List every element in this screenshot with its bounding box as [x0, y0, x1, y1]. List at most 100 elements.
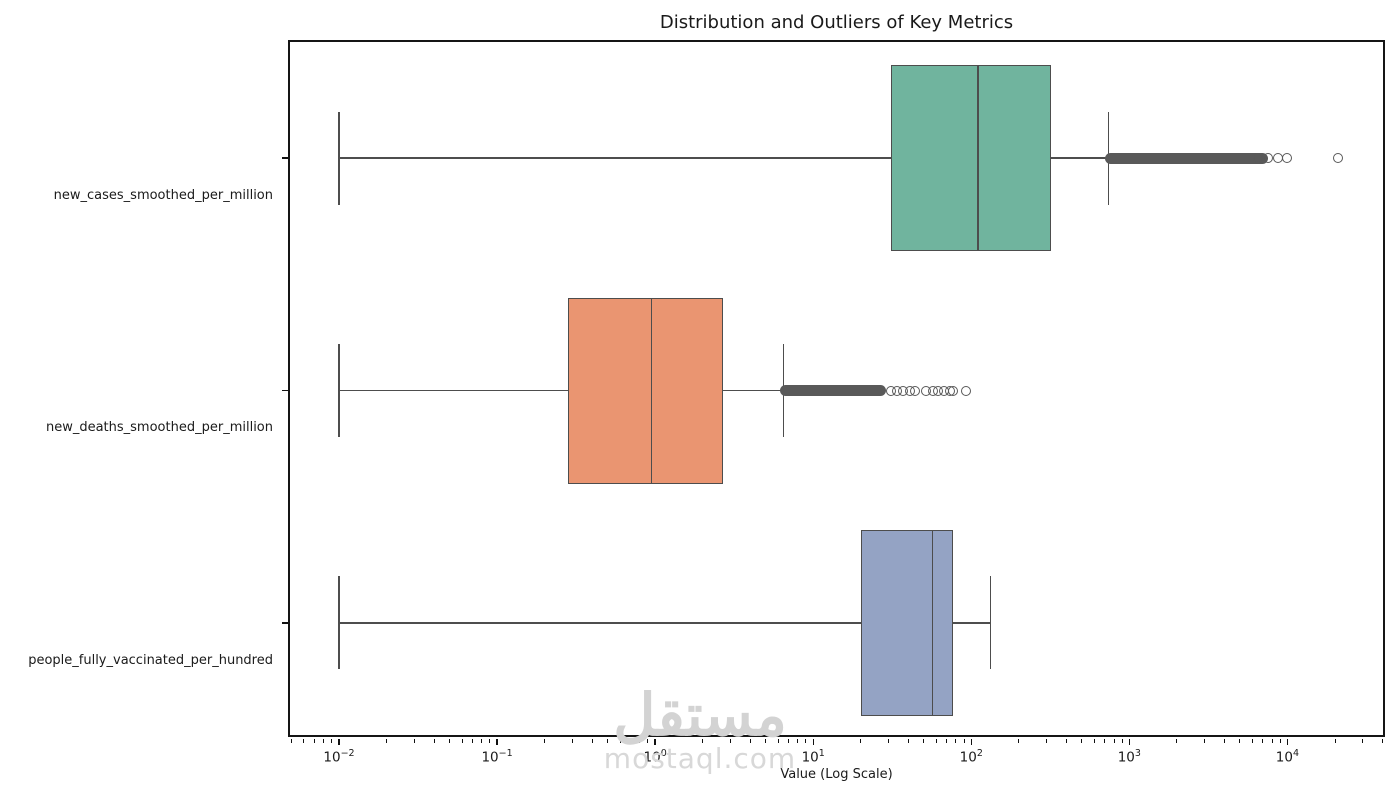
outlier-dense-band — [780, 385, 887, 396]
x-minor-tick — [923, 739, 925, 743]
whisker-line-high — [1051, 157, 1109, 159]
whisker-cap-high — [989, 576, 992, 670]
y-axis-labels: new_cases_smoothed_per_million new_death… — [0, 40, 280, 737]
x-minor-tick — [1224, 739, 1225, 743]
x-tick-label: 102 — [959, 748, 983, 766]
x-minor-tick — [1121, 739, 1123, 743]
x-minor-tick — [1279, 739, 1281, 743]
x-major-tick — [654, 739, 656, 745]
outlier-point — [948, 385, 959, 396]
outlier-point — [1272, 153, 1283, 164]
x-major-tick — [1128, 739, 1131, 745]
x-major-tick — [338, 739, 340, 745]
x-minor-tick — [1046, 739, 1048, 743]
outlier-point — [1282, 153, 1293, 164]
x-minor-tick — [489, 739, 491, 743]
outlier-point — [960, 385, 971, 396]
whisker-cap-low — [338, 344, 340, 437]
x-minor-tick — [290, 739, 292, 743]
x-minor-tick — [805, 739, 807, 743]
x-minor-tick — [647, 739, 649, 743]
x-minor-tick — [797, 739, 799, 743]
x-minor-tick — [591, 739, 593, 743]
x-minor-tick — [888, 739, 890, 743]
x-tick-label: 10−1 — [481, 748, 513, 766]
x-minor-tick — [860, 739, 862, 743]
median-line — [977, 65, 979, 252]
x-minor-tick — [1113, 739, 1115, 743]
x-axis-label: Value (Log Scale) — [780, 767, 893, 782]
x-minor-tick — [1382, 739, 1384, 743]
outlier-point — [1333, 153, 1344, 164]
whisker-line-low — [339, 157, 891, 159]
x-minor-tick — [331, 739, 333, 743]
x-minor-tick — [1262, 739, 1264, 743]
x-minor-tick — [1204, 739, 1206, 743]
x-minor-tick — [386, 739, 388, 743]
x-minor-tick — [413, 739, 415, 743]
x-minor-tick — [303, 739, 305, 743]
outlier-point — [1262, 153, 1273, 164]
x-major-tick — [970, 739, 972, 745]
whisker-line-high — [953, 622, 991, 624]
x-minor-tick — [639, 739, 641, 743]
x-minor-tick — [461, 739, 463, 743]
x-minor-tick — [1176, 739, 1178, 743]
y-tick-label-new-deaths: new_deaths_smoothed_per_million — [45, 420, 273, 435]
box — [567, 297, 724, 484]
y-tick-mark — [282, 389, 288, 392]
y-tick-mark — [282, 622, 288, 624]
x-minor-tick — [481, 739, 483, 743]
x-minor-tick — [314, 739, 316, 743]
x-minor-tick — [1065, 739, 1067, 743]
x-minor-tick — [472, 739, 474, 743]
x-minor-tick — [619, 739, 621, 743]
x-minor-tick — [788, 739, 790, 743]
box — [860, 529, 954, 716]
x-tick-label: 103 — [1117, 748, 1141, 766]
plot-area: 10−2 10−1 100 101 102 103 104 — [282, 40, 1385, 766]
whisker-line-low — [339, 622, 861, 624]
x-tick-label: 10−2 — [323, 748, 355, 766]
x-major-tick — [496, 739, 498, 745]
box — [890, 65, 1052, 252]
x-minor-tick — [1081, 739, 1083, 743]
x-minor-tick — [544, 739, 546, 743]
x-minor-tick — [907, 739, 909, 743]
x-minor-tick — [946, 739, 948, 743]
y-tick-label-people-vaccinated: people_fully_vaccinated_per_hundred — [28, 653, 273, 668]
whisker-line-low — [339, 389, 568, 392]
x-minor-tick — [571, 739, 573, 743]
x-minor-tick — [730, 739, 732, 743]
whisker-cap-low — [338, 576, 340, 670]
outlier-point — [909, 385, 920, 396]
x-minor-tick — [1271, 739, 1273, 743]
x-minor-tick — [607, 739, 609, 743]
whisker-line-high — [723, 389, 784, 392]
x-minor-tick — [702, 739, 704, 743]
whisker-cap-low — [338, 111, 340, 205]
x-minor-tick — [935, 739, 937, 743]
x-major-tick — [1286, 739, 1289, 745]
x-minor-tick — [1239, 739, 1241, 743]
y-tick-label-new-cases: new_cases_smoothed_per_million — [53, 188, 273, 203]
x-minor-tick — [955, 739, 957, 743]
x-minor-tick — [1334, 739, 1336, 743]
x-tick-label: 101 — [801, 748, 825, 766]
median-line — [931, 529, 934, 716]
x-minor-tick — [630, 739, 632, 743]
y-tick-mark — [282, 157, 288, 159]
x-minor-tick — [963, 739, 965, 743]
x-minor-tick — [1018, 739, 1020, 743]
x-tick-label: 100 — [643, 748, 667, 766]
outlier-point — [1252, 153, 1263, 164]
x-minor-tick — [1362, 739, 1364, 743]
x-tick-label: 104 — [1275, 748, 1300, 766]
median-line — [650, 297, 653, 484]
x-minor-tick — [1104, 739, 1106, 743]
chart-title: Distribution and Outliers of Key Metrics — [659, 12, 1014, 33]
outlier-dense-band — [1104, 152, 1268, 164]
x-minor-tick — [433, 739, 435, 743]
x-minor-tick — [448, 739, 450, 743]
x-minor-tick — [749, 739, 751, 743]
